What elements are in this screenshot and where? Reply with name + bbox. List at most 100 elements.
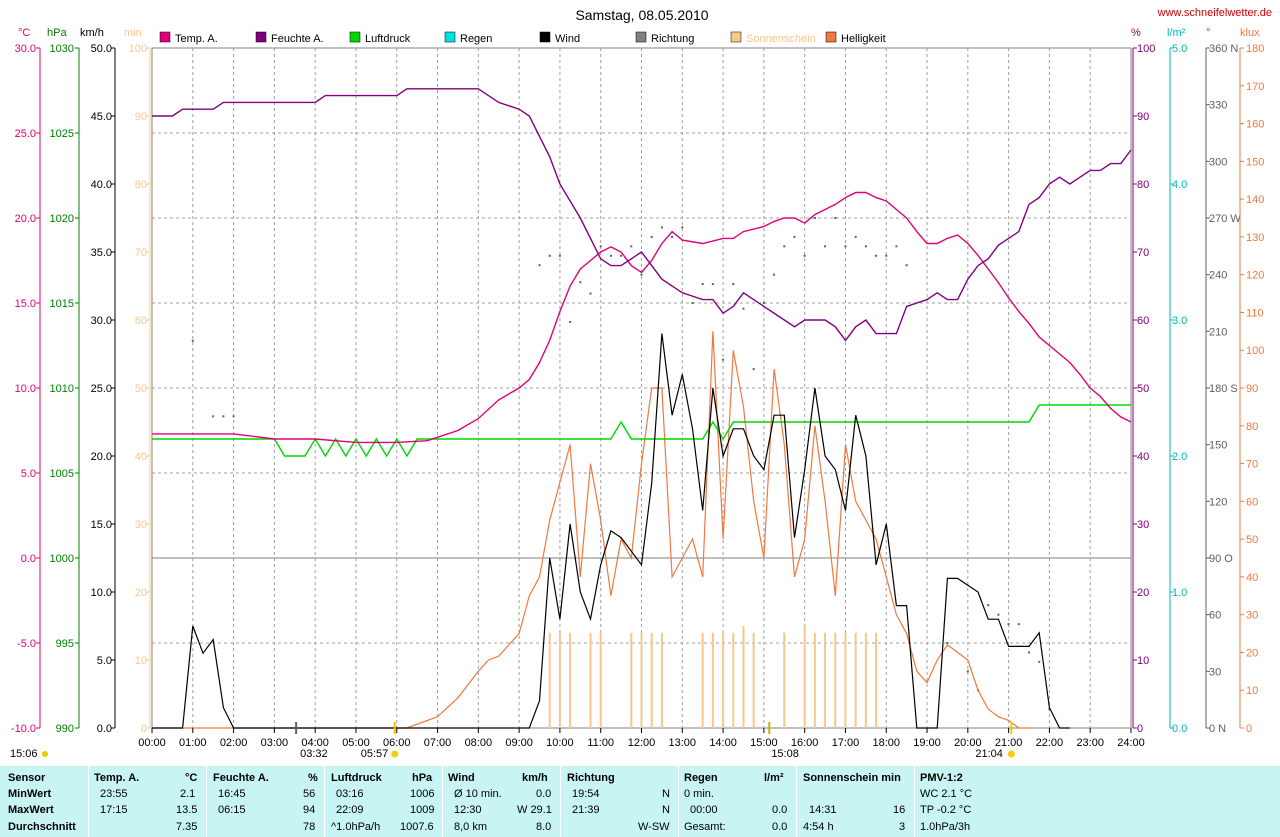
x-tick-label: 02:00 [220, 737, 248, 749]
luftdruck-line [152, 404, 1131, 458]
table-divider [914, 766, 915, 837]
cell: 8,0 km [454, 821, 488, 833]
legend-swatch [730, 31, 742, 43]
cell: 06:15 [218, 804, 246, 816]
axis-tick-label: 30 [135, 519, 147, 531]
axis-tick-label: 150 [1209, 440, 1227, 452]
axis-tick-label: 0 [141, 723, 147, 735]
axis-tick-label: 70 [1137, 247, 1149, 259]
direction-dot [579, 281, 582, 284]
chart-title: Samstag, 08.05.2010 [575, 7, 708, 23]
x-tick-label: 22:00 [1036, 737, 1064, 749]
direction-dot [609, 254, 612, 257]
cell: ^1.0hPa/h [331, 821, 381, 833]
x-tick-label: 23:00 [1076, 737, 1104, 749]
direction-dot [722, 358, 725, 361]
x-tick-label: 03:00 [261, 737, 289, 749]
axis-tick-label: 300 [1209, 156, 1227, 168]
axis-tick-label: 330 [1209, 100, 1227, 112]
axis-unit-label: hPa [47, 27, 67, 39]
direction-dot [854, 235, 857, 238]
axis-tick-label: 110 [1246, 307, 1264, 319]
direction-dot [589, 292, 592, 295]
axis-tick-label: 40 [135, 451, 147, 463]
axis-tick-label: 4.0 [1172, 179, 1187, 191]
direction-dot [1038, 660, 1041, 663]
axis-tick-label: 30 [1137, 519, 1149, 531]
cell: W 29.1 [517, 804, 552, 816]
cell: 16:45 [218, 788, 246, 800]
axis-tick-label: 10.0 [15, 383, 36, 395]
axis-tick-label: 360 N [1209, 43, 1238, 55]
x-tick-label: 06:00 [383, 737, 411, 749]
dawn-label: 03:32 [300, 748, 328, 760]
x-tick-label: 21:00 [995, 737, 1023, 749]
cell: W-SW [638, 821, 670, 833]
x-tick-label: 14:00 [709, 737, 737, 749]
cell: Ø 10 min. [454, 788, 502, 800]
sunrise-icon [391, 750, 399, 758]
axis-tick-label: 120 [1246, 270, 1264, 282]
axis-tick-label: 90 [1246, 383, 1258, 395]
header-temp-unit: °C [185, 772, 198, 784]
axis-tick-label: 1000 [50, 553, 74, 565]
axis-tick-label: 90 [1137, 111, 1149, 123]
legend-swatch [635, 31, 647, 43]
legend-label: Richtung [651, 33, 694, 45]
row-label-min: MinWert [8, 788, 52, 800]
direction-dot [813, 217, 816, 219]
table-divider [324, 766, 325, 837]
cell: 0 min. [684, 788, 714, 800]
axis-tick-label: -10.0 [11, 723, 36, 735]
legend-label: Temp. A. [175, 33, 218, 45]
cell: WC 2.1 °C [920, 788, 973, 800]
axis-tick-label: 0.0 [97, 723, 112, 735]
sunset-icon [1007, 750, 1015, 758]
cell: 14:31 [809, 804, 837, 816]
axis-tick-label: 50.0 [91, 43, 112, 55]
axis-tick-label: 80 [1137, 179, 1149, 191]
axis-tick-label: 15.0 [15, 298, 36, 310]
axis-tick-label: 140 [1246, 194, 1264, 206]
axis-tick-label: 10 [1246, 685, 1258, 697]
cell: TP -0.2 °C [920, 804, 972, 816]
axis-tick-label: 1025 [50, 128, 74, 140]
x-tick-label: 09:00 [505, 737, 533, 749]
axis-tick-label: 100 [1137, 43, 1155, 55]
legend-label: Wind [555, 33, 580, 45]
cell: 03:16 [336, 788, 364, 800]
axis-tick-label: 60 [1209, 610, 1221, 622]
cell: 13.5 [176, 804, 198, 816]
header-regen: Regen [684, 772, 718, 784]
cell: 21:39 [572, 804, 600, 816]
direction-dot [773, 273, 776, 276]
sunrise-label: 05:57 [361, 748, 389, 760]
feuchte-line [152, 88, 1132, 342]
direction-dot [834, 217, 837, 219]
grid [151, 47, 1132, 729]
axis-tick-label: 0.0 [21, 553, 36, 565]
axis-tick-label: 1030 [50, 43, 74, 55]
x-tick-label: 20:00 [954, 737, 982, 749]
direction-dot [885, 254, 888, 257]
legend-swatch [444, 31, 456, 43]
cell: 94 [303, 804, 316, 816]
x-axis: 00:00 01:00 02:00 03:00 04:00 05:00 06:00 07:00… [138, 728, 1145, 749]
axis-tick-label: 1010 [50, 383, 74, 395]
legend-label: Helligkeit [841, 33, 886, 45]
axis-tick-label: 20 [1137, 587, 1149, 599]
header-richtung: Richtung [567, 772, 615, 784]
moonrise-label: 15:06 [10, 748, 38, 760]
website-label[interactable]: www.schneifelwetter.de [1157, 7, 1272, 19]
axis-unit-label: % [1131, 27, 1141, 39]
axis-tick-label: 50 [135, 383, 147, 395]
direction-dot [630, 245, 633, 248]
time-markers: 15:06 03:32 05:57 15:08 21:04 [10, 722, 1015, 760]
legend-label: Feuchte A. [271, 33, 324, 45]
header-wind-unit: km/h [522, 772, 548, 784]
axis-tick-label: 5.0 [1172, 43, 1187, 55]
direction-dot [864, 245, 867, 248]
axis-tick-label: 210 [1209, 326, 1227, 338]
cell: 0.0 [772, 804, 788, 816]
axis-tick-label: 100 [1246, 345, 1264, 357]
